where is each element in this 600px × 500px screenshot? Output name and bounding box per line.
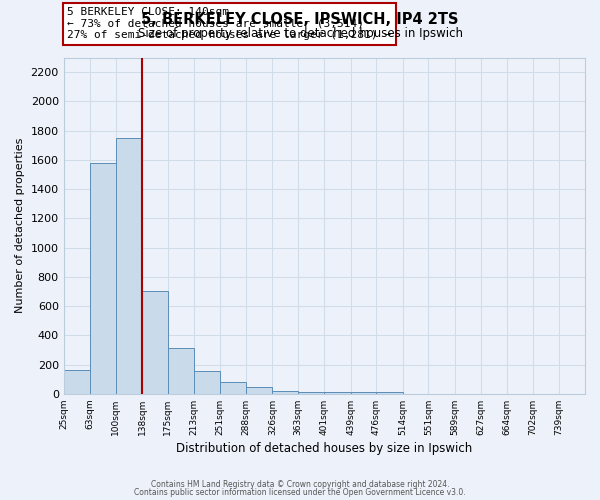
Text: Size of property relative to detached houses in Ipswich: Size of property relative to detached ho… bbox=[137, 28, 463, 40]
Bar bbox=[90, 163, 116, 394]
Bar bbox=[194, 371, 220, 394]
Bar bbox=[325, 392, 350, 394]
Bar bbox=[220, 382, 246, 394]
Bar bbox=[167, 348, 194, 394]
Bar bbox=[298, 392, 325, 394]
Text: Contains HM Land Registry data © Crown copyright and database right 2024.: Contains HM Land Registry data © Crown c… bbox=[151, 480, 449, 489]
Bar bbox=[376, 392, 403, 394]
Bar bbox=[142, 292, 167, 394]
Text: Contains public sector information licensed under the Open Government Licence v3: Contains public sector information licen… bbox=[134, 488, 466, 497]
Bar bbox=[246, 387, 272, 394]
Bar bbox=[116, 138, 142, 394]
Text: 5, BERKELEY CLOSE, IPSWICH, IP4 2TS: 5, BERKELEY CLOSE, IPSWICH, IP4 2TS bbox=[141, 12, 459, 28]
Bar bbox=[64, 370, 90, 394]
Bar bbox=[272, 391, 298, 394]
Text: 5 BERKELEY CLOSE: 140sqm
← 73% of detached houses are smaller (3,514)
27% of sem: 5 BERKELEY CLOSE: 140sqm ← 73% of detach… bbox=[67, 7, 391, 40]
Y-axis label: Number of detached properties: Number of detached properties bbox=[15, 138, 25, 314]
X-axis label: Distribution of detached houses by size in Ipswich: Distribution of detached houses by size … bbox=[176, 442, 472, 455]
Bar bbox=[350, 392, 376, 394]
